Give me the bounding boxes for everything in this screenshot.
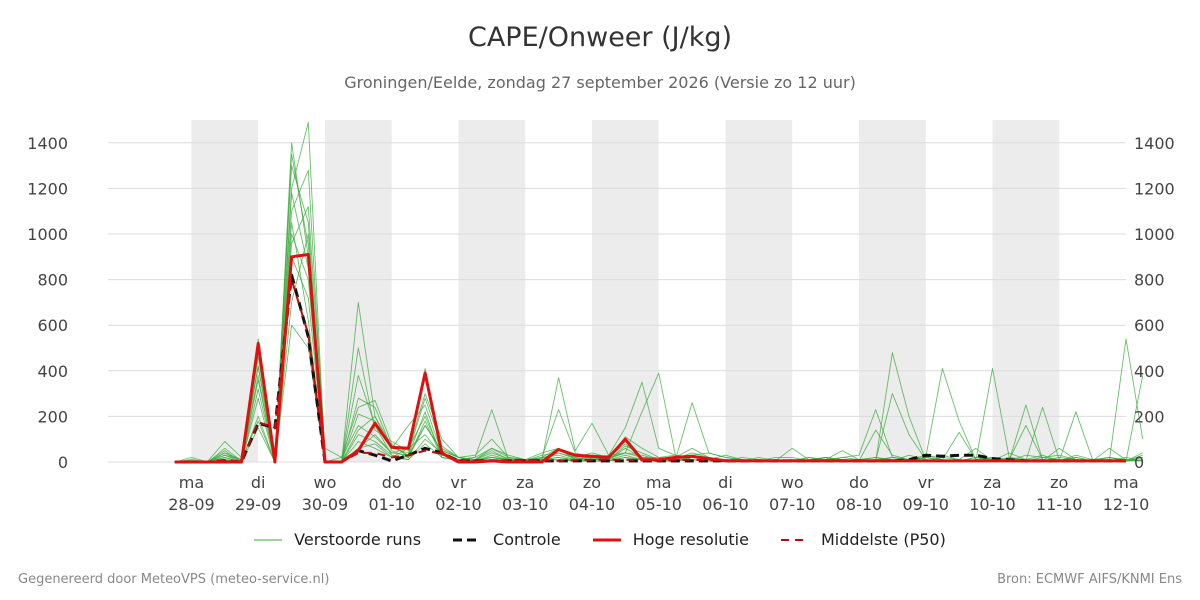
x-tick-day-13: zo xyxy=(1050,473,1068,492)
legend-label-median: Middelste (P50) xyxy=(820,530,946,549)
footer-generated-by: Gegenereerd door MeteoVPS (meteo-service… xyxy=(18,572,330,587)
legend-swatch-control xyxy=(453,538,482,541)
y-tick-label-left-5: 1000 xyxy=(27,225,68,244)
x-tick-date-1: 29-09 xyxy=(235,495,282,514)
legend-swatch-hires xyxy=(592,538,621,541)
x-tick-day-9: wo xyxy=(781,473,804,492)
x-tick-date-4: 02-10 xyxy=(435,495,482,514)
x-tick-day-1: di xyxy=(251,473,266,492)
shade-band-4 xyxy=(725,120,793,462)
legend-item-median: Middelste (P50) xyxy=(780,530,946,549)
shade-band-1 xyxy=(324,120,392,462)
legend-item-ensemble: Verstoorde runs xyxy=(254,530,421,549)
shade-band-5 xyxy=(858,120,926,462)
y-tick-label-left-1: 200 xyxy=(37,407,68,426)
legend-swatch-median xyxy=(780,538,809,541)
x-tick-day-4: vr xyxy=(450,473,466,492)
x-tick-date-12: 10-10 xyxy=(969,495,1016,514)
legend-label-ensemble: Verstoorde runs xyxy=(294,530,422,549)
x-tick-date-0: 28-09 xyxy=(168,495,215,514)
x-tick-day-2: wo xyxy=(314,473,337,492)
y-tick-label-left-3: 600 xyxy=(37,316,68,335)
x-axis-labels: ma 28-09 di 29-09 wo 30-09 do 01-10 vr 02-10 za 03-… xyxy=(168,473,1149,514)
y-tick-label-right-4: 800 xyxy=(1134,271,1165,290)
y-tick-label-left-0: 0 xyxy=(58,453,68,472)
x-tick-day-8: di xyxy=(718,473,733,492)
y-tick-label-left-4: 800 xyxy=(37,271,68,290)
legend-label-control: Controle xyxy=(493,530,561,549)
legend-label-hires: Hoge resolutie xyxy=(632,530,749,549)
x-tick-date-5: 03-10 xyxy=(502,495,549,514)
x-tick-date-13: 11-10 xyxy=(1036,495,1083,514)
y-tick-label-right-2: 400 xyxy=(1134,362,1165,381)
series-line-hires xyxy=(174,253,1126,464)
y-tick-label-left-7: 1400 xyxy=(27,134,68,153)
y-tick-label-left-2: 400 xyxy=(37,362,68,381)
x-tick-date-9: 07-10 xyxy=(769,495,816,514)
y-tick-label-right-0: 0 xyxy=(1134,453,1144,472)
y-axis-left: 0 200 400 600 800 1000 1200 1400 xyxy=(27,134,68,472)
x-tick-date-14: 12-10 xyxy=(1103,495,1150,514)
x-tick-day-7: ma xyxy=(646,473,671,492)
y-tick-label-right-5: 1000 xyxy=(1134,225,1175,244)
x-tick-date-6: 04-10 xyxy=(569,495,616,514)
x-tick-day-11: vr xyxy=(918,473,934,492)
x-tick-day-14: ma xyxy=(1113,473,1138,492)
chart-subtitle: Groningen/Eelde, zondag 27 september 202… xyxy=(344,73,856,92)
x-tick-day-12: za xyxy=(983,473,1001,492)
legend-item-control: Controle xyxy=(453,530,561,549)
shade-band-3 xyxy=(591,120,659,462)
x-tick-day-5: za xyxy=(516,473,534,492)
x-tick-day-6: zo xyxy=(583,473,601,492)
y-axis-right: 0 200 400 600 800 1000 1200 1400 xyxy=(1134,134,1175,472)
shade-band-6 xyxy=(992,120,1060,462)
x-tick-date-11: 09-10 xyxy=(902,495,949,514)
y-tick-label-left-6: 1200 xyxy=(27,179,68,198)
x-tick-date-2: 30-09 xyxy=(302,495,349,514)
footer-source: Bron: ECMWF AIFS/KNMI Ens xyxy=(997,572,1182,587)
x-tick-date-10: 08-10 xyxy=(836,495,883,514)
cape-chart: 0 200 400 600 800 1000 1200 1400 0 200 400 600 800 1… xyxy=(27,120,1175,514)
main-lines xyxy=(174,253,1126,464)
legend-swatch-ensemble xyxy=(254,539,283,540)
x-tick-date-7: 05-10 xyxy=(635,495,682,514)
x-tick-date-3: 01-10 xyxy=(368,495,415,514)
y-tick-label-right-1: 200 xyxy=(1134,407,1165,426)
y-tick-label-right-6: 1200 xyxy=(1134,179,1175,198)
x-tick-date-8: 06-10 xyxy=(702,495,749,514)
shade-band-2 xyxy=(458,120,526,462)
x-tick-day-3: do xyxy=(382,473,402,492)
y-tick-label-right-3: 600 xyxy=(1134,316,1165,335)
chart-title: CAPE/Onweer (J/kg) xyxy=(467,22,732,53)
x-tick-day-0: ma xyxy=(179,473,204,492)
shade-band-0 xyxy=(191,120,259,462)
y-tick-label-right-7: 1400 xyxy=(1134,134,1175,153)
x-tick-day-10: do xyxy=(849,473,869,492)
legend-item-hires: Hoge resolutie xyxy=(592,530,749,549)
legend: Verstoorde runs Controle Hoge resolutie … xyxy=(0,530,1200,549)
